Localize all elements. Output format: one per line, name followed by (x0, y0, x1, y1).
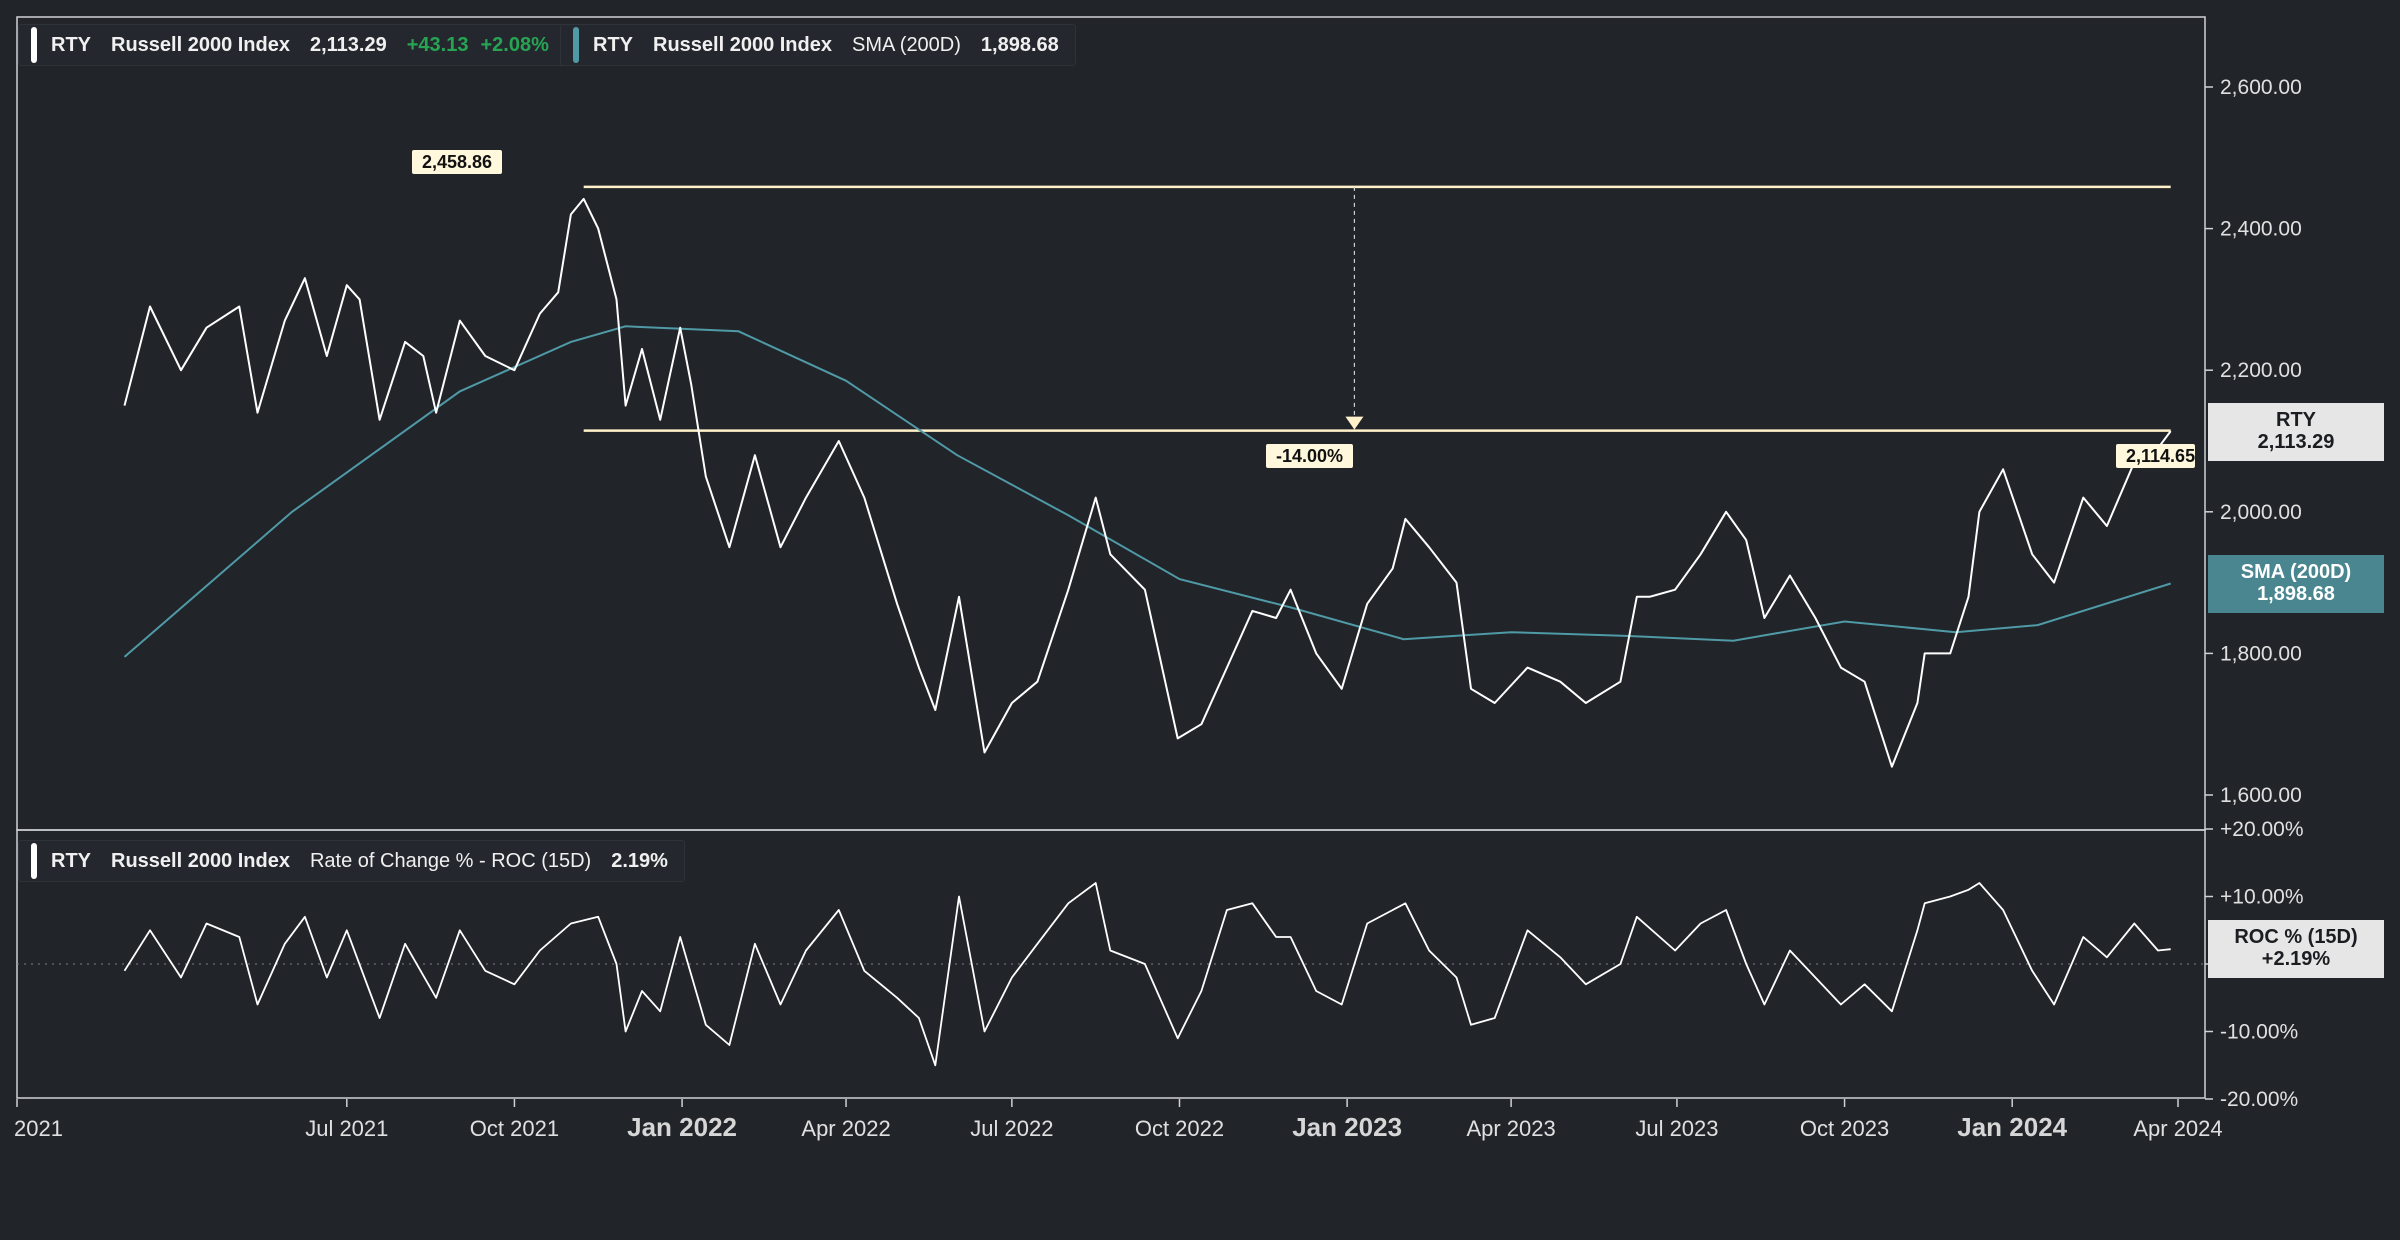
legend-main[interactable]: RTY Russell 2000 Index 2,113.29 +43.13 +… (18, 24, 566, 66)
price-tag-label: RTY (2276, 409, 2316, 431)
roc-tick-label: +20.00% (2220, 818, 2304, 841)
legend-roc[interactable]: RTY Russell 2000 Index Rate of Change % … (18, 840, 685, 882)
price-tag-label: ROC % (15D) (2234, 926, 2358, 948)
legend-color-swatch (31, 843, 37, 879)
price-tag-value: 2,113.29 (2257, 431, 2335, 453)
x-tick-label: Oct 2023 (1800, 1116, 1889, 1141)
annotation-current: 2,114.65 (2116, 444, 2196, 468)
roc-tick-label: -20.00% (2220, 1088, 2298, 1111)
legend-color-swatch (573, 27, 579, 63)
x-tick-label: Jul 2022 (970, 1116, 1053, 1141)
legend-ticker: RTY (593, 33, 633, 56)
y-tick-label: 2,000.00 (2220, 501, 2302, 524)
x-tick-label: Oct 2021 (470, 1116, 559, 1141)
legend-indicator: Rate of Change % - ROC (15D) (309, 849, 592, 872)
legend-name: Russell 2000 Index (111, 849, 290, 872)
price-tag-label: SMA (200D) (2240, 561, 2352, 583)
legend-name: Russell 2000 Index (653, 33, 832, 56)
x-tick-label: Apr 2022 (801, 1116, 890, 1141)
legend-ticker: RTY (51, 33, 91, 56)
measure-arrow-head (1345, 416, 1364, 430)
legend-value: 1,898.68 (980, 33, 1059, 56)
annotation-change: -14.00% (1266, 444, 1354, 468)
sma-line[interactable] (123, 325, 2171, 658)
y-tick-label: 2,400.00 (2220, 218, 2302, 241)
y-tick-label: 2,200.00 (2220, 359, 2302, 382)
price-tag-sma: SMA (200D) 1,898.68 (2208, 555, 2384, 613)
legend-sma[interactable]: RTY Russell 2000 Index SMA (200D) 1,898.… (560, 24, 1076, 66)
roc-tick-label: -10.00% (2220, 1021, 2298, 1044)
annotation-high: 2,458.86 (412, 150, 503, 174)
x-tick-label: Apr 2024 (2133, 1116, 2222, 1141)
x-tick-label: Apr 2023 (1466, 1116, 1555, 1141)
y-tick-label: 1,600.00 (2220, 784, 2302, 807)
price-tag-value: 1,898.68 (2257, 583, 2335, 605)
legend-price: 2,113.29 (309, 33, 387, 56)
price-tag-value: +2.19% (2261, 948, 2331, 970)
x-tick-label: Jul 2021 (305, 1116, 388, 1141)
y-tick-label: 2,600.00 (2220, 76, 2302, 99)
x-tick-label: Jan 2022 (627, 1112, 737, 1142)
legend-name: Russell 2000 Index (111, 33, 290, 56)
price-tag-rty: RTY 2,113.29 (2208, 403, 2384, 461)
x-tick-label: Jul 2023 (1635, 1116, 1718, 1141)
legend-ticker: RTY (51, 849, 91, 872)
price-tag-roc: ROC % (15D) +2.19% (2208, 920, 2384, 978)
x-tick-label: Jan 2023 (1292, 1112, 1402, 1142)
legend-indicator: SMA (200D) (851, 33, 961, 56)
legend-value: 2.19% (611, 849, 668, 872)
main-panel-frame (16, 16, 2206, 831)
legend-change-pct: +2.08% (480, 33, 549, 56)
legend-change: +43.13 (406, 33, 469, 56)
price-line[interactable] (123, 197, 2172, 768)
x-tick-label: Jan 2024 (1957, 1112, 2067, 1142)
x-tick-label: 2021 (14, 1116, 63, 1141)
roc-line[interactable] (123, 882, 2171, 1067)
roc-tick-label: +10.00% (2220, 886, 2304, 909)
x-tick-label: Oct 2022 (1135, 1116, 1224, 1141)
y-tick-label: 1,800.00 (2220, 642, 2302, 665)
legend-color-swatch (31, 27, 37, 63)
